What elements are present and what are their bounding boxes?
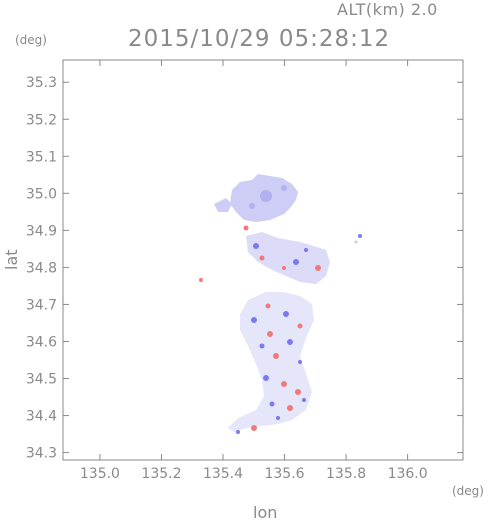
y-tick-label: 34.6 [26, 334, 57, 350]
y-tick-label: 35.1 [26, 149, 57, 165]
y-tick-label: 34.8 [26, 260, 57, 276]
radar-echo-layer [199, 174, 362, 434]
x-tick-label: 135.4 [203, 466, 243, 482]
y-tick-label: 35.0 [26, 186, 57, 202]
echo-north-cluster [214, 174, 298, 222]
altitude-label: ALT(km) 2.0 [337, 0, 438, 19]
echo-south-cluster [228, 292, 314, 434]
x-tick-label: 136.0 [388, 466, 428, 482]
y-tick-label: 34.5 [26, 372, 57, 388]
x-tick-label: 135.6 [264, 466, 304, 482]
y-tick-label: 34.7 [26, 297, 57, 313]
y-tick-label: 34.4 [26, 409, 57, 425]
y-tick-label: 35.2 [26, 112, 57, 128]
y-tick-label: 35.3 [26, 75, 57, 91]
y-tick-label: 34.3 [26, 446, 57, 462]
timestamp-title: 2015/10/29 05:28:12 [128, 26, 391, 52]
plot-frame [62, 59, 464, 461]
axis-ticks: 135.0 135.2 135.4 135.6 135.8 136.0 34.3 34.4 34… [26, 60, 463, 482]
y-unit-label: (deg) [15, 33, 47, 47]
x-tick-label: 135.0 [80, 466, 120, 482]
x-unit-label: (deg) [452, 484, 484, 498]
x-tick-label: 135.8 [326, 466, 366, 482]
y-tick-label: 34.9 [26, 223, 57, 239]
x-tick-label: 135.2 [141, 466, 181, 482]
echo-middle-band [199, 225, 362, 284]
x-axis-label: lon [253, 503, 278, 522]
